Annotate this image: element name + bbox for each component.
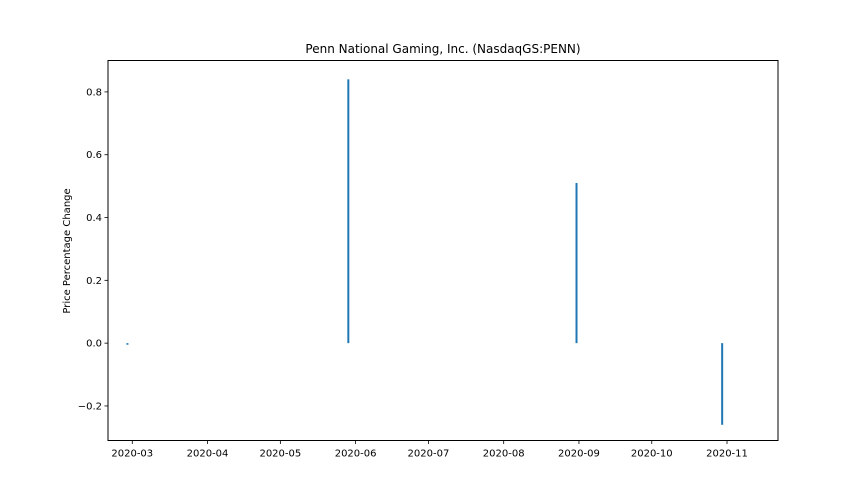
bar (347, 79, 350, 344)
bar (126, 343, 129, 345)
bars (126, 79, 724, 425)
x-tick-label: 2020-06 (335, 449, 377, 460)
y-tick-label: 0.4 (86, 213, 102, 224)
x-axis: 2020-03 2020-04 2020-05 2020-06 2020-07 2020-… (111, 440, 748, 460)
y-axis: −0.2 0.0 0.2 0.4 0.6 0.8 (78, 87, 108, 412)
y-tick-label: 0.2 (86, 276, 102, 287)
x-tick-label: 2020-11 (706, 449, 748, 460)
x-tick-label: 2020-09 (558, 449, 600, 460)
y-tick-label: 0.6 (86, 150, 102, 161)
y-tick-label: −0.2 (78, 401, 102, 412)
x-tick-label: 2020-03 (111, 449, 153, 460)
x-tick-label: 2020-08 (483, 449, 525, 460)
x-tick-label: 2020-10 (631, 449, 673, 460)
y-tick-label: 0.8 (86, 87, 102, 98)
x-tick-label: 2020-07 (408, 449, 450, 460)
plot-frame (107, 60, 779, 441)
x-tick-label: 2020-05 (259, 449, 301, 460)
chart-title: Penn National Gaming, Inc. (NasdaqGS:PEN… (305, 42, 580, 56)
bar (721, 343, 724, 425)
y-axis-label: Price Percentage Change (62, 188, 73, 313)
bar (575, 182, 578, 344)
x-tick-label: 2020-04 (187, 449, 229, 460)
y-tick-label: 0.0 (86, 339, 102, 350)
